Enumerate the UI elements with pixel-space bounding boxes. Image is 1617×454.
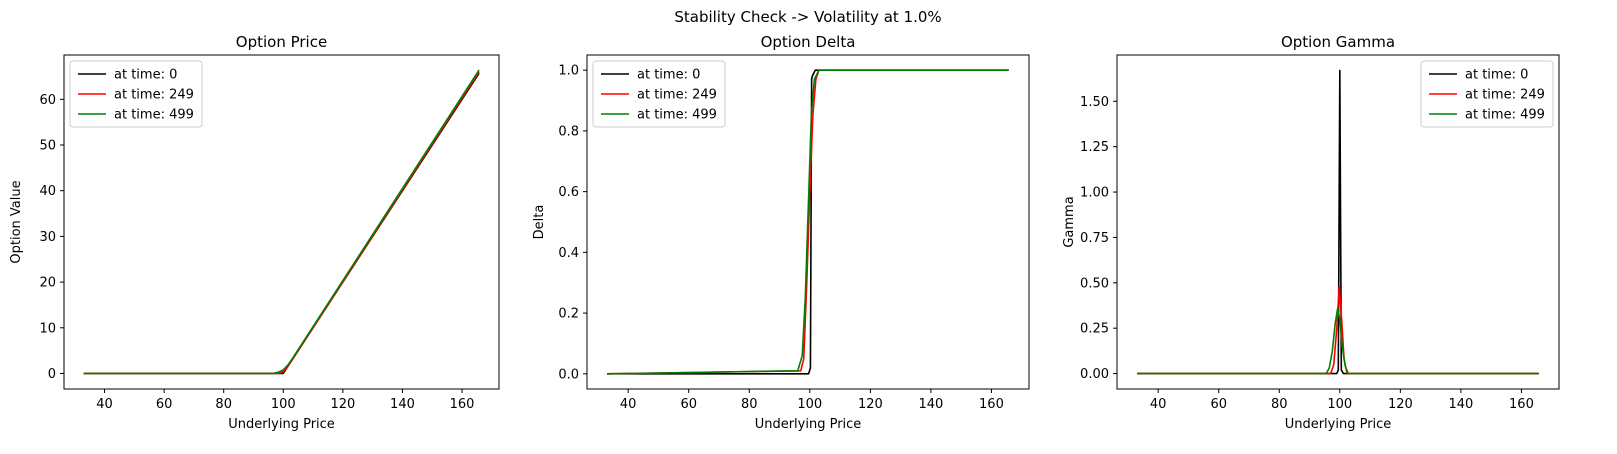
series-lines [83,69,480,375]
x-tick-label: 80 [1271,397,1288,412]
y-tick-label: 0.0 [558,367,579,382]
y-tick-label: 20 [39,276,56,291]
series-line-2 [83,69,480,375]
x-tick-label: 60 [1210,397,1227,412]
legend-label: at time: 0 [114,68,177,83]
y-tick-label: 0.25 [1080,322,1109,337]
legend-label: at time: 249 [1465,88,1545,103]
legend-label: at time: 499 [1465,108,1545,123]
legend-label: at time: 499 [637,108,717,123]
x-tick-label: 80 [741,397,758,412]
x-axis-label: Underlying Price [228,417,335,432]
x-tick-label: 160 [979,397,1004,412]
y-tick-label: 0.6 [558,185,579,200]
y-tick-label: 30 [39,230,56,245]
x-tick-label: 160 [450,397,475,412]
y-axis-label: Delta [532,205,547,240]
y-tick-label: 50 [39,139,56,154]
x-tick-label: 120 [858,397,883,412]
x-tick-label: 100 [271,397,296,412]
series-line-2 [1136,307,1539,375]
chart-panels: 40 60 80 100 120 140 160 0 10 20 30 40 50 60 Option Pr… [9,33,1560,432]
y-tick-label: 1.0 [558,64,579,79]
x-tick-label: 40 [1150,397,1167,412]
x-tick-label: 60 [680,397,697,412]
panel-option-delta: 40 60 80 100 120 140 160 0.0 0.2 0.4 0.6 0.8 1.0 Opti… [532,33,1030,432]
x-tick-label: 100 [797,397,822,412]
y-axis-label: Gamma [1062,196,1077,247]
y-tick-label: 1.50 [1080,95,1109,110]
x-tick-label: 100 [1327,397,1352,412]
panel-option-gamma: 40 60 80 100 120 140 160 0.00 0.25 0.50 0.75 1.00 1.… [1062,33,1560,432]
legend-label: at time: 249 [114,88,194,103]
x-tick-label: 40 [620,397,637,412]
x-tick-label: 140 [1448,397,1473,412]
legend: at time: 0 at time: 249 at time: 499 [69,60,203,128]
y-tick-label: 60 [39,93,56,108]
legend-label: at time: 249 [637,88,717,103]
y-tick-label: 0.2 [558,307,579,322]
panel-option-price: 40 60 80 100 120 140 160 0 10 20 30 40 50 60 Option Pr… [9,33,500,432]
x-tick-label: 160 [1509,397,1534,412]
panel-title: Option Price [236,33,327,51]
y-tick-label: 0.50 [1080,276,1109,291]
x-tick-label: 80 [215,397,232,412]
x-axis-label: Underlying Price [755,417,862,432]
legend: at time: 0 at time: 249 at time: 499 [592,60,726,128]
x-axis-label: Underlying Price [1285,417,1392,432]
axes-frame [586,54,1030,390]
x-tick-label: 120 [1388,397,1413,412]
legend-box [592,60,726,128]
y-tick-label: 0.00 [1080,367,1109,382]
x-tick-label: 120 [330,397,355,412]
y-tick-label: 40 [39,184,56,199]
legend-box [1420,60,1554,128]
y-axis-label: Option Value [9,180,24,263]
panel-title: Option Delta [761,33,856,51]
panel-title: Option Gamma [1281,33,1395,51]
y-tick-label: 10 [39,321,56,336]
x-tick-label: 40 [96,397,113,412]
legend: at time: 0 at time: 249 at time: 499 [1420,60,1554,128]
axes-frame [1116,54,1560,390]
y-tick-label: 1.00 [1080,186,1109,201]
axes-frame [63,54,500,390]
legend-label: at time: 0 [1465,68,1528,83]
y-tick-label: 0.75 [1080,231,1109,246]
series-line-0 [1136,69,1539,375]
legend-box [69,60,203,128]
series-lines [1136,69,1539,375]
series-line-0 [606,69,1009,375]
series-lines [606,69,1009,375]
x-tick-label: 140 [390,397,415,412]
y-tick-label: 0 [48,367,56,382]
y-tick-label: 1.25 [1080,140,1109,155]
legend-label: at time: 499 [114,108,194,123]
x-tick-label: 140 [918,397,943,412]
x-tick-label: 60 [156,397,173,412]
legend-label: at time: 0 [637,68,700,83]
series-line-2 [606,69,1009,375]
y-tick-label: 0.8 [558,124,579,139]
y-tick-label: 0.4 [558,246,579,261]
figure-suptitle: Stability Check -> Volatility at 1.0% [674,8,941,26]
